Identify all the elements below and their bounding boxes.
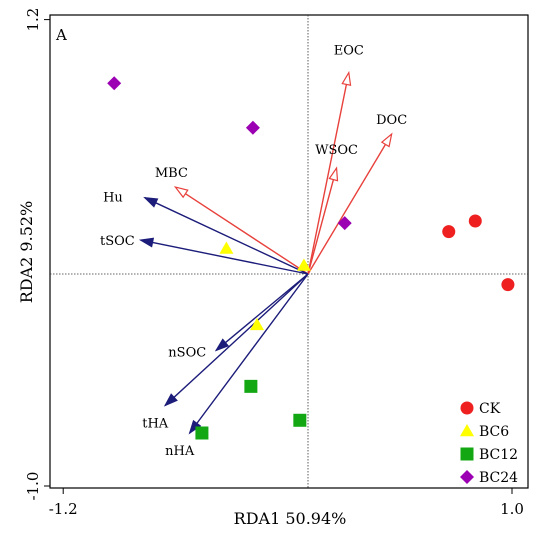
arrow-eoc-head — [341, 70, 352, 86]
legend-label-bc6: BC6 — [479, 424, 509, 440]
point-bc12 — [293, 413, 307, 427]
arrow-label-hu: Hu — [103, 191, 123, 206]
arrow-mbc-head — [173, 186, 189, 199]
arrow-tha-head — [163, 393, 178, 407]
point-bc6 — [250, 317, 264, 331]
panel-label: A — [55, 26, 67, 44]
x-tick-label: 1.0 — [500, 500, 524, 518]
legend-marker-bc24 — [460, 470, 474, 484]
arrow-doc-shaft — [307, 144, 387, 275]
point-bc12 — [195, 426, 209, 440]
arrow-mbc-shaft — [185, 193, 309, 275]
arrow-wsoc-shaft — [307, 179, 335, 275]
arrow-hu-head — [143, 196, 159, 208]
arrow-nha-head — [188, 419, 202, 435]
y-axis-title: RDA2 9.52% — [17, 201, 36, 304]
legend-label-ck: CK — [479, 401, 501, 417]
point-bc6 — [219, 241, 234, 254]
point-bc24 — [107, 76, 122, 91]
y-tick-label: -1.0 — [24, 472, 42, 501]
x-tick-label: -1.2 — [49, 500, 78, 518]
arrow-label-tsoc: tSOC — [100, 234, 135, 249]
arrow-label-doc: DOC — [376, 113, 407, 128]
arrow-hu-shaft — [144, 197, 309, 275]
legend-marker-ck — [460, 401, 474, 415]
y-tick-label: 1.2 — [24, 8, 42, 32]
arrow-tsoc-head — [138, 237, 155, 248]
point-ck — [468, 214, 482, 228]
arrow-label-wsoc: WSOC — [315, 143, 358, 158]
arrow-tsoc-shaft — [140, 239, 309, 275]
arrow-doc-head — [380, 132, 393, 148]
plot-frame — [49, 14, 529, 489]
legend: CK BC6 BC12 BC24 — [460, 401, 518, 486]
point-bc24 — [245, 120, 260, 135]
point-ck — [442, 225, 456, 239]
arrow-eoc-shaft — [307, 84, 348, 275]
point-ck — [501, 278, 515, 292]
point-bc6 — [296, 258, 311, 271]
arrow-label-tha: tHA — [142, 416, 169, 431]
arrow-label-nsoc: nSOC — [168, 345, 206, 360]
legend-marker-bc12 — [460, 447, 474, 461]
arrow-label-nha: nHA — [165, 444, 195, 459]
arrow-label-eoc: EOC — [334, 44, 364, 59]
arrow-tha-shaft — [164, 273, 309, 406]
arrow-label-mbc: MBC — [155, 166, 188, 181]
legend-label-bc12: BC12 — [479, 447, 518, 463]
arrow-nha-shaft — [189, 273, 309, 434]
arrow-wsoc-head — [328, 166, 339, 182]
point-bc12 — [244, 379, 258, 393]
point-bc24 — [337, 216, 352, 231]
arrow-nsoc-shaft — [215, 273, 309, 351]
arrow-nsoc-head — [214, 338, 230, 352]
legend-label-bc24: BC24 — [479, 470, 518, 486]
x-axis-title: RDA1 50.94% — [234, 509, 347, 528]
legend-marker-bc6 — [460, 424, 474, 437]
